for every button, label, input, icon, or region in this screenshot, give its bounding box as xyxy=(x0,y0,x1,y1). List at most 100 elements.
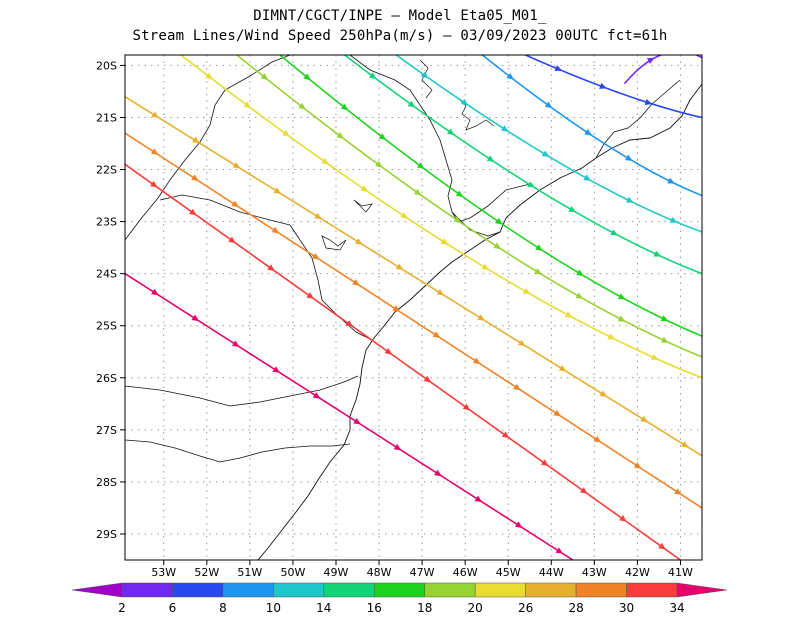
streamline-arrow xyxy=(644,98,653,105)
streamline-arrow xyxy=(501,431,510,439)
streamline-arrow xyxy=(413,188,422,196)
lat-tick-label: 29S xyxy=(96,528,117,541)
streamline-arrow xyxy=(667,177,675,184)
streamline-arrow xyxy=(453,216,462,223)
colorbar-label: 2 xyxy=(118,601,126,615)
state-border-path xyxy=(125,439,351,463)
colorbar-swatch xyxy=(626,582,678,598)
colorbar-swatch xyxy=(71,582,123,598)
streamline-arrow xyxy=(640,415,648,423)
streamline-arrow xyxy=(393,443,402,451)
streamline-arrow xyxy=(434,469,442,477)
colorbar-label: 6 xyxy=(169,601,177,615)
streamline-arrow xyxy=(272,366,281,373)
streamline-arrow xyxy=(360,185,369,192)
streamline-arrow xyxy=(352,279,360,286)
streamline-arrow xyxy=(231,340,240,347)
colorbar-label: 28 xyxy=(568,601,583,615)
streamline-arrow xyxy=(583,174,592,181)
colorbar-swatch xyxy=(172,582,224,598)
streamline-arrow xyxy=(681,441,689,448)
streamline-arrow xyxy=(541,150,550,157)
colorbar-swatch xyxy=(121,582,173,598)
streamline-arrow xyxy=(340,103,349,111)
lon-tick-label: 49W xyxy=(324,566,349,579)
lon-tick-label: 41W xyxy=(668,566,693,579)
streamline-arrow xyxy=(568,206,576,213)
streamline-arrow xyxy=(205,72,213,80)
streamline-arrow xyxy=(460,98,469,106)
streamline-arrow xyxy=(314,212,322,220)
streamline xyxy=(623,55,702,85)
streamline-arrow xyxy=(446,128,455,136)
lake-outline-path xyxy=(353,199,373,213)
streamline-arrow xyxy=(651,354,659,360)
streamline-arrow xyxy=(353,418,361,425)
streamline-arrow xyxy=(558,365,567,372)
streamline-arrow xyxy=(575,292,584,299)
streamline-arrow xyxy=(151,111,159,118)
streamline-arrow xyxy=(477,314,485,321)
lat-tick-label: 20S xyxy=(96,59,117,72)
lon-axis: 53W 52W 51W 50W 49W 48W 47W 46W 45W 44W 43W 42W 41W xyxy=(151,560,693,579)
streamline-arrow xyxy=(455,190,464,198)
colorbar-swatch xyxy=(323,582,375,598)
streamline xyxy=(125,95,702,457)
streamline-arrow xyxy=(534,268,542,275)
streamline-arrow xyxy=(495,217,503,225)
streamline-arrow xyxy=(580,487,588,494)
streamline-arrow xyxy=(500,125,509,132)
lon-tick-label: 47W xyxy=(410,566,435,579)
streamline-arrow xyxy=(303,73,311,81)
streamline-arrow xyxy=(440,238,449,245)
streamline-arrow xyxy=(669,216,678,223)
streamline-arrow xyxy=(647,57,655,64)
state-border-path xyxy=(125,55,291,241)
streamline-arrow xyxy=(228,236,236,244)
streamline-arrow xyxy=(150,148,159,155)
streamline-arrow xyxy=(384,347,393,355)
streamline-arrow xyxy=(610,229,619,236)
streamline-arrow xyxy=(432,331,441,338)
streamline-arrow xyxy=(336,132,344,139)
streamline-arrow xyxy=(540,459,549,467)
streamline-arrow xyxy=(619,515,627,522)
streamline-map: 20S 21S 22S 23S 24S 25S 26S 27S 28S 29S 53W 52W 51W… xyxy=(96,54,703,579)
streamline xyxy=(236,55,702,358)
streamline-arrow xyxy=(653,250,662,257)
streamline-arrow xyxy=(515,521,523,528)
colorbar-label: 26 xyxy=(518,601,533,615)
lat-tick-label: 22S xyxy=(96,164,117,177)
state-border-path xyxy=(289,224,373,341)
lon-tick-label: 50W xyxy=(280,566,305,579)
lat-tick-label: 28S xyxy=(96,476,117,489)
lon-tick-label: 52W xyxy=(194,566,219,579)
streamline-arrow xyxy=(481,263,490,270)
streamline xyxy=(395,55,702,233)
lat-axis: 20S 21S 22S 23S 24S 25S 26S 27S 28S 29S xyxy=(96,59,125,541)
colorbar-label: 20 xyxy=(468,601,483,615)
streamline-arrow xyxy=(260,73,269,81)
streamline-arrow xyxy=(527,181,535,188)
streamline xyxy=(125,132,702,509)
state-border-path xyxy=(595,79,681,159)
colorbar-label: 30 xyxy=(619,601,634,615)
streamline-arrow xyxy=(312,392,321,399)
streamline-arrow xyxy=(617,293,626,300)
lon-tick-label: 48W xyxy=(367,566,392,579)
lake-outline-path xyxy=(419,59,433,99)
streamline-arrow xyxy=(355,238,363,245)
lon-tick-label: 53W xyxy=(151,566,176,579)
streamline-arrow xyxy=(191,174,199,182)
lake-outline-path xyxy=(459,99,495,131)
lon-tick-label: 51W xyxy=(237,566,262,579)
streamline-arrow xyxy=(633,462,642,469)
streamline-arrow xyxy=(436,288,445,296)
streamline-arrow xyxy=(522,288,531,295)
streamline-arrow xyxy=(374,160,383,168)
streamline-arrow xyxy=(150,180,158,188)
streamline xyxy=(125,163,681,560)
chart-title: DIMNT/CGCT/INPE – Model Eta05_M01_ xyxy=(253,8,547,24)
colorbar-label: 8 xyxy=(219,601,227,615)
streamline-arrow xyxy=(231,200,240,208)
